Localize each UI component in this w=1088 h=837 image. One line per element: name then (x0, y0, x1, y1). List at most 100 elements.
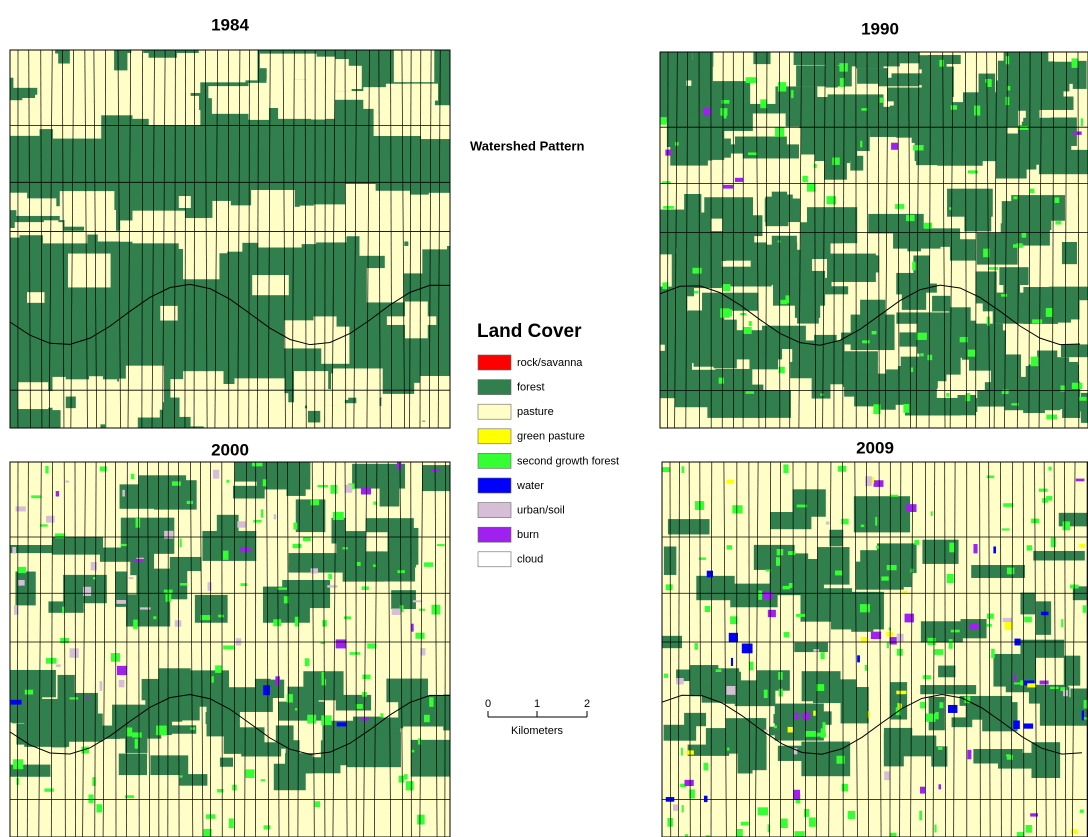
cover-patch (912, 262, 915, 271)
cover-patch (684, 713, 706, 726)
cover-patch (768, 610, 776, 617)
cover-patch (884, 732, 904, 766)
cover-patch (263, 685, 270, 695)
cover-patch (934, 825, 936, 833)
cover-patch (659, 99, 687, 116)
cover-patch (133, 620, 138, 629)
cover-patch (760, 99, 767, 108)
cover-patch (64, 385, 106, 396)
cover-patch (350, 652, 361, 655)
cover-patch (311, 568, 318, 573)
cover-patch (914, 540, 919, 545)
cover-patch (70, 697, 79, 699)
legend-label: water (516, 480, 544, 492)
cover-patch (695, 501, 704, 510)
cover-patch (1071, 829, 1078, 834)
cover-patch (264, 825, 271, 829)
cover-patch (136, 518, 141, 527)
cover-patch (1030, 189, 1035, 193)
cover-patch (973, 749, 1022, 763)
cover-patch (703, 108, 710, 116)
cover-patch (172, 481, 181, 485)
cover-patch (939, 702, 943, 708)
cover-patch (948, 705, 958, 713)
cover-patch (1064, 656, 1080, 686)
cover-patch (406, 781, 414, 790)
cover-patch (65, 481, 69, 483)
cover-patch (315, 801, 320, 807)
cover-patch (692, 268, 701, 274)
cover-patch (781, 819, 788, 828)
cover-patch (278, 98, 335, 119)
cover-patch (431, 469, 440, 471)
cover-patch (149, 110, 201, 125)
cover-patch (1020, 593, 1035, 615)
cover-patch (218, 615, 224, 618)
cover-patch (394, 48, 434, 82)
cover-patch (1039, 150, 1088, 174)
cover-patch (987, 614, 994, 619)
cover-patch (938, 747, 943, 750)
cover-patch (694, 124, 712, 161)
cover-patch (884, 771, 890, 780)
cover-patch (964, 205, 991, 232)
cover-patch (1055, 221, 1061, 224)
cover-patch (949, 543, 954, 553)
cover-patch (857, 655, 860, 662)
cover-patch (746, 77, 757, 83)
cover-patch (241, 742, 281, 756)
cover-patch (838, 466, 846, 472)
cover-patch (960, 337, 968, 342)
cover-patch (694, 291, 699, 294)
cover-patch (890, 833, 897, 837)
cover-patch (40, 45, 56, 56)
panel-title: 2000 (211, 440, 249, 459)
cover-patch (839, 63, 847, 71)
land-cover-map (0, 450, 472, 837)
cover-patch (357, 562, 361, 566)
cover-patch (240, 583, 247, 586)
cover-patch (0, 545, 53, 553)
legend-swatch (478, 453, 511, 468)
cover-patch (682, 805, 684, 812)
cover-patch (52, 537, 103, 555)
panel-title: 1984 (211, 15, 249, 34)
cover-patch (122, 490, 124, 497)
legend-label: urban/soil (517, 505, 565, 517)
cover-patch (55, 533, 65, 538)
cover-patch (826, 521, 829, 524)
cover-patch (748, 152, 757, 155)
cover-patch (223, 645, 234, 649)
cover-patch (424, 562, 433, 567)
cover-patch (704, 763, 709, 771)
cover-patch (875, 517, 877, 526)
cover-patch (253, 520, 261, 523)
cover-patch (720, 108, 727, 116)
cover-patch (274, 63, 289, 71)
cover-patch (993, 546, 996, 553)
cover-patch (947, 574, 954, 583)
cover-patch (1023, 723, 1033, 728)
cover-patch (327, 585, 337, 587)
cover-patch (274, 514, 277, 519)
cover-patch (100, 681, 103, 691)
legend-label: rock/savanna (517, 357, 583, 369)
cover-patch (982, 702, 1017, 731)
cover-patch (654, 216, 709, 248)
cover-patch (780, 300, 787, 304)
cover-patch (201, 615, 212, 620)
watershed-label: Watershed Pattern (470, 138, 584, 153)
cover-patch (273, 393, 289, 410)
cover-patch (308, 757, 361, 765)
cover-patch (1063, 521, 1070, 530)
scale-unit: Kilometers (511, 725, 563, 737)
cover-patch (307, 393, 326, 411)
cover-patch (844, 351, 878, 374)
cover-patch (252, 463, 263, 467)
cover-patch (96, 804, 102, 812)
cover-patch (225, 229, 243, 251)
cover-patch (665, 150, 671, 156)
cover-patch (878, 78, 919, 86)
cover-patch (356, 704, 363, 709)
cover-patch (662, 467, 669, 472)
